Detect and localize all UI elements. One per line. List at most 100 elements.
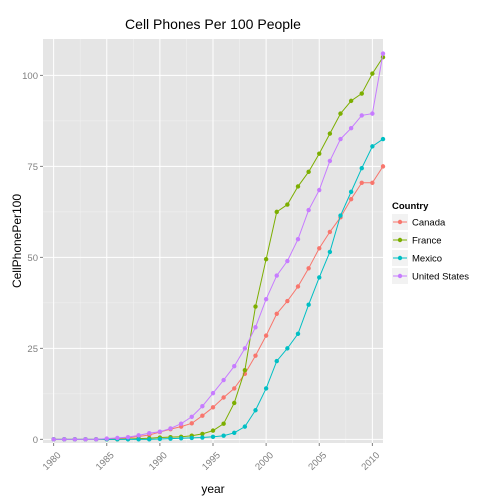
legend-label: Mexico [412, 254, 442, 265]
data-point-united-states [327, 158, 333, 164]
data-point-mexico [253, 408, 258, 413]
data-point-united-states [210, 390, 216, 396]
data-point-united-states [242, 346, 248, 351]
data-point-canada [210, 405, 216, 410]
data-point-united-states [348, 125, 354, 131]
data-point-france [338, 111, 343, 116]
data-point-mexico [274, 358, 279, 364]
data-point-canada [253, 353, 258, 358]
data-point-france [200, 431, 205, 437]
data-point-mexico [242, 424, 248, 429]
y-tick-label: 25 [27, 344, 38, 355]
data-point-france [221, 421, 226, 426]
x-tick-label: 2000 [253, 450, 276, 473]
data-point-canada [327, 229, 333, 235]
legend-key-point [397, 237, 403, 243]
data-point-mexico [147, 437, 152, 442]
data-point-canada [274, 311, 279, 316]
data-point-united-states [380, 51, 386, 56]
data-point-france [263, 256, 269, 262]
data-point-france [285, 202, 290, 207]
data-point-mexico [221, 433, 226, 438]
data-point-mexico [380, 136, 386, 142]
y-axis: 0 25 50 75 100 [22, 71, 43, 446]
legend-item-canada: Canada [392, 214, 446, 230]
data-point-united-states [115, 435, 120, 441]
data-point-mexico [295, 331, 301, 337]
data-point-mexico [327, 249, 333, 255]
legend-item-mexico: Mexico [392, 250, 442, 266]
x-tick-label: 1980 [41, 450, 64, 473]
series-layer [51, 51, 386, 442]
data-point-canada [380, 164, 386, 169]
data-point-united-states [295, 236, 301, 242]
legend-key-point [397, 273, 403, 279]
legend-title: Country [392, 201, 429, 212]
data-point-united-states [157, 429, 163, 434]
data-point-united-states [359, 113, 364, 118]
x-tick-label: 1995 [200, 450, 223, 473]
data-point-france [274, 209, 279, 215]
data-point-canada [200, 413, 205, 418]
data-point-united-states [338, 136, 343, 142]
data-point-mexico [370, 144, 375, 149]
data-point-united-states [263, 297, 269, 302]
x-axis-title: year [201, 482, 224, 496]
data-point-mexico [136, 437, 141, 442]
y-tick-label: 100 [22, 71, 38, 82]
data-point-canada [232, 386, 237, 391]
data-point-united-states [189, 414, 194, 419]
y-axis-title: CellPhonePer100 [10, 194, 24, 288]
data-point-canada [359, 180, 364, 185]
data-point-france [327, 131, 333, 136]
legend-label: United States [412, 272, 469, 283]
data-point-mexico [285, 346, 290, 351]
x-tick-label: 1990 [147, 450, 170, 473]
data-point-united-states [83, 437, 88, 442]
data-point-canada [317, 246, 322, 251]
data-point-canada [306, 266, 311, 271]
legend-item-france: France [392, 232, 442, 248]
data-point-united-states [221, 377, 226, 383]
legend-label: Canada [412, 218, 446, 229]
data-point-canada [348, 196, 354, 202]
legend: Country Canada France Mexico United States [392, 201, 469, 284]
data-point-united-states [72, 437, 78, 442]
data-point-france [242, 368, 248, 373]
data-point-mexico [306, 302, 311, 307]
x-tick-label: 1985 [94, 450, 117, 473]
data-point-canada [189, 421, 194, 426]
data-point-united-states [285, 258, 290, 264]
data-point-france [317, 151, 322, 156]
data-point-france [306, 169, 311, 175]
data-point-united-states [62, 437, 67, 442]
x-tick-label: 2005 [306, 450, 329, 473]
data-point-united-states [51, 437, 56, 442]
data-point-france [295, 184, 301, 189]
data-point-united-states [147, 430, 152, 436]
data-point-france [359, 91, 364, 96]
data-point-france [348, 98, 354, 104]
legend-label: France [412, 236, 442, 247]
data-point-france [210, 428, 216, 433]
legend-key-point [397, 255, 403, 261]
chart-title: Cell Phones Per 100 People [125, 16, 301, 32]
data-point-mexico [189, 435, 194, 441]
data-point-united-states [274, 273, 279, 278]
series-united-states [51, 51, 386, 442]
data-point-canada [221, 395, 226, 400]
data-point-united-states [178, 421, 184, 426]
data-point-united-states [253, 325, 258, 330]
data-point-mexico [168, 436, 173, 441]
data-point-canada [370, 180, 375, 185]
data-point-united-states [104, 436, 109, 441]
x-axis: 1980 1985 1990 1995 2000 2005 2010 [41, 443, 382, 473]
data-point-mexico [232, 430, 237, 436]
x-tick-label: 2010 [359, 450, 382, 473]
data-point-united-states [200, 404, 205, 409]
data-point-united-states [232, 364, 237, 369]
data-point-mexico [210, 434, 216, 440]
data-point-canada [285, 298, 290, 304]
data-point-mexico [338, 213, 343, 218]
